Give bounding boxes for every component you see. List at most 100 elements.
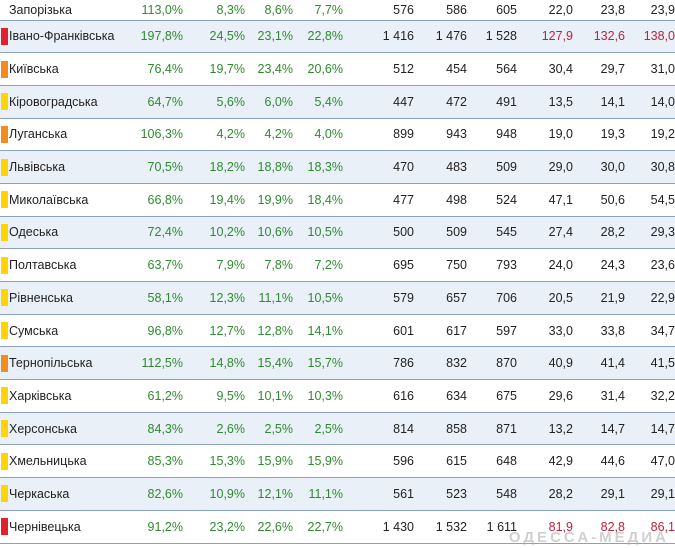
value-cell: 14,7 <box>573 412 625 446</box>
table-row: Івано-Франківська 197,8% 24,5% 23,1% 22,8% 1 … <box>0 20 675 54</box>
risk-level-marker <box>1 223 8 241</box>
value-cell: 14,1 <box>573 85 625 119</box>
value-cell: 634 <box>414 379 467 413</box>
value-cell: 4,2% <box>183 118 245 152</box>
value-cell: 10,2% <box>183 216 245 250</box>
value-cell: 814 <box>343 412 414 446</box>
value-cell: 8,3% <box>183 0 245 21</box>
value-cell: 10,6% <box>245 216 293 250</box>
region-name: Чернівецька <box>9 510 129 544</box>
value-cell: 12,8% <box>245 314 293 348</box>
value-cell: 491 <box>467 85 517 119</box>
value-cell: 19,2 <box>625 118 675 152</box>
value-cell: 500 <box>343 216 414 250</box>
value-cell: 13,2 <box>517 412 573 446</box>
value-cell: 29,1 <box>573 477 625 511</box>
value-cell: 54,5 <box>625 183 675 217</box>
risk-marker <box>0 20 9 54</box>
value-cell: 12,1% <box>245 477 293 511</box>
value-cell: 870 <box>467 346 517 381</box>
value-cell: 20,6% <box>293 52 343 86</box>
risk-level-marker <box>1 158 8 176</box>
table-row: Луганська 106,3% 4,2% 4,2% 4,0% 899 943 948 19,0… <box>0 118 675 152</box>
value-cell: 793 <box>467 248 517 282</box>
value-cell: 871 <box>467 412 517 446</box>
value-cell: 19,3 <box>573 118 625 152</box>
value-cell: 41,5 <box>625 346 675 381</box>
risk-level-marker <box>1 60 8 78</box>
value-cell: 14,0 <box>625 85 675 119</box>
value-cell: 112,5% <box>129 346 183 381</box>
risk-level-marker <box>1 485 8 503</box>
value-cell: 615 <box>414 444 467 479</box>
region-name: Херсонська <box>9 412 129 446</box>
value-cell: 132,6 <box>573 20 625 54</box>
value-cell: 858 <box>414 412 467 446</box>
value-cell: 657 <box>414 281 467 315</box>
table-row: Кіровоградська 64,7% 5,6% 6,0% 5,4% 447 472 491… <box>0 85 675 119</box>
value-cell: 22,8% <box>293 20 343 54</box>
value-cell: 23,9 <box>625 0 675 21</box>
risk-level-marker <box>1 191 8 209</box>
value-cell: 509 <box>414 216 467 250</box>
value-cell: 127,9 <box>517 20 573 54</box>
value-cell: 477 <box>343 183 414 217</box>
value-cell: 61,2% <box>129 379 183 413</box>
region-name: Луганська <box>9 118 129 152</box>
value-cell: 32,2 <box>625 379 675 413</box>
value-cell: 58,1% <box>129 281 183 315</box>
value-cell: 29,0 <box>517 150 573 184</box>
value-cell: 9,5% <box>183 379 245 413</box>
value-cell: 454 <box>414 52 467 86</box>
value-cell: 47,0 <box>625 444 675 479</box>
value-cell: 1 528 <box>467 20 517 54</box>
table-row: Черкаська 82,6% 10,9% 12,1% 11,1% 561 523 548 28… <box>0 477 675 511</box>
value-cell: 40,9 <box>517 346 573 381</box>
value-cell: 29,6 <box>517 379 573 413</box>
value-cell: 91,2% <box>129 510 183 544</box>
table-row: Харківська 61,2% 9,5% 10,1% 10,3% 616 634 675 29… <box>0 379 675 413</box>
value-cell: 561 <box>343 477 414 511</box>
value-cell: 564 <box>467 52 517 86</box>
risk-marker <box>0 510 9 544</box>
risk-level-marker <box>1 256 8 274</box>
value-cell: 31,0 <box>625 52 675 86</box>
value-cell: 4,0% <box>293 118 343 152</box>
value-cell: 30,4 <box>517 52 573 86</box>
table-row: Чернівецька 91,2% 23,2% 22,6% 22,7% 1 430 1 53… <box>0 510 675 544</box>
value-cell: 30,8 <box>625 150 675 184</box>
value-cell: 23,4% <box>245 52 293 86</box>
value-cell: 2,5% <box>245 412 293 446</box>
value-cell: 483 <box>414 150 467 184</box>
table-row: Львівська 70,5% 18,2% 18,8% 18,3% 470 483 509 29… <box>0 150 675 184</box>
region-name: Івано-Франківська <box>9 20 129 54</box>
value-cell: 12,7% <box>183 314 245 348</box>
value-cell: 22,6% <box>245 510 293 544</box>
value-cell: 605 <box>467 0 517 21</box>
value-cell: 44,6 <box>573 444 625 479</box>
region-name: Кіровоградська <box>9 85 129 119</box>
table-row: Київська 76,4% 19,7% 23,4% 20,6% 512 454 564 30,… <box>0 52 675 86</box>
value-cell: 472 <box>414 85 467 119</box>
table-row: Херсонська 84,3% 2,6% 2,5% 2,5% 814 858 871 13,2… <box>0 412 675 446</box>
risk-marker <box>0 248 9 282</box>
risk-marker <box>0 346 9 381</box>
value-cell: 948 <box>467 118 517 152</box>
value-cell: 7,8% <box>245 248 293 282</box>
value-cell: 576 <box>343 0 414 21</box>
value-cell: 42,9 <box>517 444 573 479</box>
value-cell: 786 <box>343 346 414 381</box>
value-cell: 24,5% <box>183 20 245 54</box>
value-cell: 601 <box>343 314 414 348</box>
table-row: Сумська 96,8% 12,7% 12,8% 14,1% 601 617 597 33,0… <box>0 314 675 348</box>
region-name: Полтавська <box>9 248 129 282</box>
value-cell: 695 <box>343 248 414 282</box>
value-cell: 5,6% <box>183 85 245 119</box>
value-cell: 12,3% <box>183 281 245 315</box>
risk-marker <box>0 281 9 315</box>
value-cell: 8,6% <box>245 0 293 21</box>
region-name: Хмельницька <box>9 444 129 479</box>
value-cell: 596 <box>343 444 414 479</box>
risk-level-marker <box>1 452 8 470</box>
risk-marker <box>0 216 9 250</box>
